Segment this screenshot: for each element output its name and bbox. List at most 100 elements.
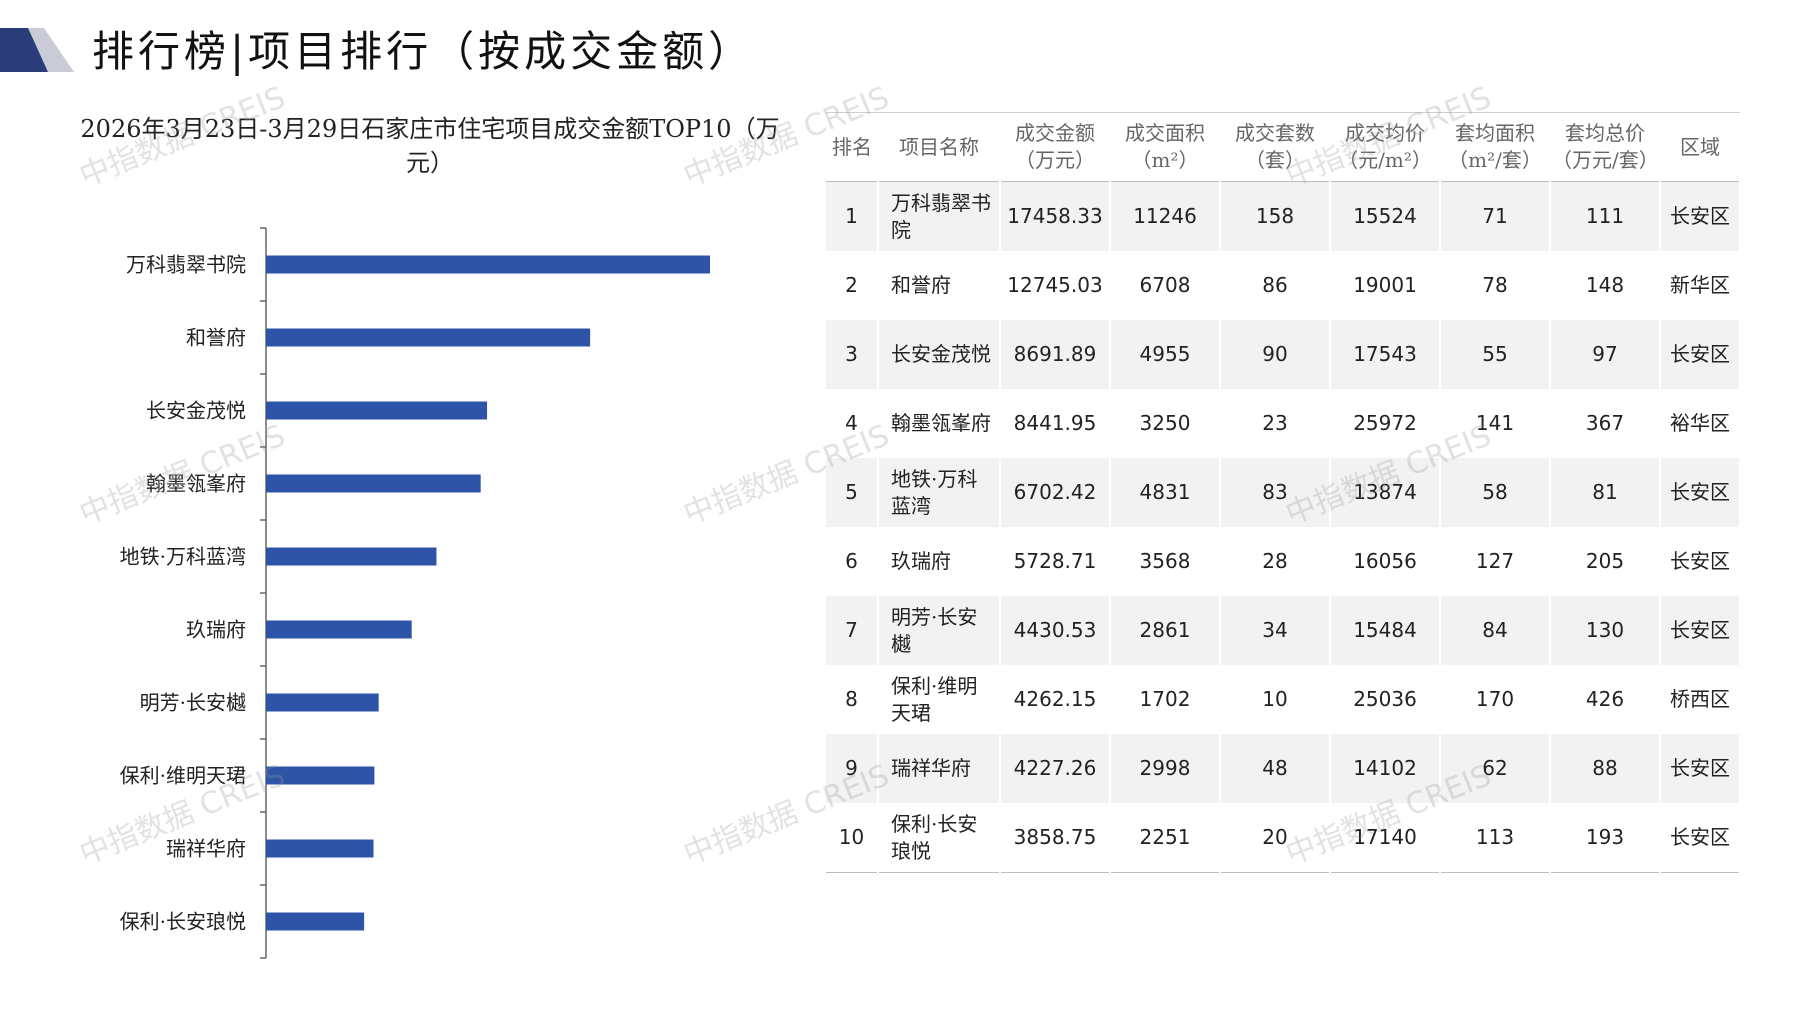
table-row: 7 明芳·长安樾 4430.53 2861 34 15484 84 130 长安区 <box>826 596 1741 665</box>
bar-9 <box>266 839 374 858</box>
table-cell: 瑞祥华府 <box>878 734 1001 803</box>
table-cell: 长安区 <box>1660 803 1741 873</box>
table-row: 2 和誉府 12745.03 6708 86 19001 78 148 新华区 <box>826 251 1741 320</box>
table-cell: 19001 <box>1330 251 1441 320</box>
bar-1 <box>266 255 710 274</box>
table-cell: 3 <box>826 320 879 389</box>
table-cell: 193 <box>1550 803 1661 873</box>
table-cell: 367 <box>1550 389 1661 458</box>
table-cell: 20 <box>1220 803 1331 873</box>
table-cell: 25972 <box>1330 389 1441 458</box>
table-cell: 长安区 <box>1660 320 1741 389</box>
table-cell: 9 <box>826 734 879 803</box>
table-cell: 3858.75 <box>1000 803 1111 873</box>
table-cell: 1 <box>826 181 879 251</box>
bar-8 <box>266 766 375 785</box>
bar-3 <box>266 401 488 420</box>
column-header: 成交套数（套） <box>1220 112 1330 182</box>
table-cell: 6 <box>826 527 879 596</box>
table-cell: 4 <box>826 389 879 458</box>
bar-5 <box>266 547 437 566</box>
brand-logo-mark <box>0 28 74 72</box>
table-cell: 7 <box>826 596 879 665</box>
table-cell: 3568 <box>1110 527 1221 596</box>
ranking-table: 排名 项目名称 成交金额（万元） 成交面积（m²） 成交套数（套） 成交均价（元/m²）套… <box>826 112 1741 873</box>
table-cell: 长安金茂悦 <box>878 320 1001 389</box>
table-cell: 长安区 <box>1660 181 1741 251</box>
table-cell: 88 <box>1550 734 1661 803</box>
column-header: 套均面积（m²/套） <box>1440 112 1550 182</box>
table-cell: 23 <box>1220 389 1331 458</box>
bar-4 <box>266 474 481 493</box>
table-cell: 127 <box>1440 527 1551 596</box>
table-cell: 17140 <box>1330 803 1441 873</box>
table-cell: 130 <box>1550 596 1661 665</box>
table-cell: 58 <box>1440 458 1551 527</box>
category-label: 保利·长安琅悦 <box>120 910 246 934</box>
table-row: 9 瑞祥华府 4227.26 2998 48 14102 62 88 长安区 <box>826 734 1741 803</box>
category-label: 长安金茂悦 <box>146 399 246 423</box>
column-header: 区域 <box>1660 112 1740 182</box>
table-cell: 玖瑞府 <box>878 527 1001 596</box>
table-cell: 14102 <box>1330 734 1441 803</box>
table-cell: 保利·长安琅悦 <box>878 803 1001 873</box>
table-cell: 6702.42 <box>1000 458 1111 527</box>
table-row: 4 翰墨瓴峯府 8441.95 3250 23 25972 141 367 裕华区 <box>826 389 1741 458</box>
table-cell: 13874 <box>1330 458 1441 527</box>
table-cell: 28 <box>1220 527 1331 596</box>
column-header: 项目名称 <box>878 112 1000 182</box>
table-cell: 71 <box>1440 181 1551 251</box>
table-cell: 5 <box>826 458 879 527</box>
table-cell: 86 <box>1220 251 1331 320</box>
table-cell: 426 <box>1550 665 1661 734</box>
table-row: 10 保利·长安琅悦 3858.75 2251 20 17140 113 193 长安区 <box>826 803 1741 873</box>
table-cell: 90 <box>1220 320 1331 389</box>
table-cell: 148 <box>1550 251 1661 320</box>
table-cell: 3250 <box>1110 389 1221 458</box>
table-cell: 长安区 <box>1660 734 1741 803</box>
table-body: 1 万科翡翠书院 17458.33 11246 158 15524 71 111 长安区 2 和誉府… <box>826 181 1741 873</box>
table-cell: 2 <box>826 251 879 320</box>
category-label: 明芳·长安樾 <box>140 691 246 715</box>
table-cell: 桥西区 <box>1660 665 1741 734</box>
table-cell: 55 <box>1440 320 1551 389</box>
category-label: 万科翡翠书院 <box>126 253 246 277</box>
table-row: 8 保利·维明天珺 4262.15 1702 10 25036 170 426 桥西区 <box>826 665 1741 734</box>
table-cell: 15484 <box>1330 596 1441 665</box>
table-cell: 裕华区 <box>1660 389 1741 458</box>
table-cell: 111 <box>1550 181 1661 251</box>
table-cell: 17458.33 <box>1000 181 1111 251</box>
page-title: 排行榜|项目排行（按成交金额） <box>92 27 755 76</box>
category-label: 瑞祥华府 <box>166 837 246 861</box>
table-cell: 明芳·长安樾 <box>878 596 1001 665</box>
table-cell: 和誉府 <box>878 251 1001 320</box>
column-header: 套均总价（万元/套） <box>1550 112 1660 182</box>
table-cell: 4262.15 <box>1000 665 1111 734</box>
category-label: 玖瑞府 <box>186 618 246 642</box>
table-cell: 48 <box>1220 734 1331 803</box>
table-cell: 4430.53 <box>1000 596 1111 665</box>
table-row: 5 地铁·万科蓝湾 6702.42 4831 83 13874 58 81 长安区 <box>826 458 1741 527</box>
table-cell: 34 <box>1220 596 1331 665</box>
table-cell: 保利·维明天珺 <box>878 665 1001 734</box>
table-cell: 170 <box>1440 665 1551 734</box>
table-cell: 97 <box>1550 320 1661 389</box>
table-cell: 10 <box>1220 665 1331 734</box>
column-header: 成交金额（万元） <box>1000 112 1110 182</box>
category-label: 保利·维明天珺 <box>120 764 246 788</box>
table-cell: 4955 <box>1110 320 1221 389</box>
table-header-row: 排名 项目名称 成交金额（万元） 成交面积（m²） 成交套数（套） 成交均价（元/m²）套… <box>826 112 1740 182</box>
table-cell: 8441.95 <box>1000 389 1111 458</box>
table-cell: 158 <box>1220 181 1331 251</box>
table-cell: 62 <box>1440 734 1551 803</box>
table-cell: 长安区 <box>1660 527 1741 596</box>
table-cell: 5728.71 <box>1000 527 1111 596</box>
table-cell: 2251 <box>1110 803 1221 873</box>
bar-6 <box>266 620 412 639</box>
table-cell: 83 <box>1220 458 1331 527</box>
category-label: 地铁·万科蓝湾 <box>120 545 246 569</box>
table-cell: 10 <box>826 803 879 873</box>
category-label: 翰墨瓴峯府 <box>146 472 246 496</box>
table-cell: 4227.26 <box>1000 734 1111 803</box>
bar-2 <box>266 328 591 347</box>
